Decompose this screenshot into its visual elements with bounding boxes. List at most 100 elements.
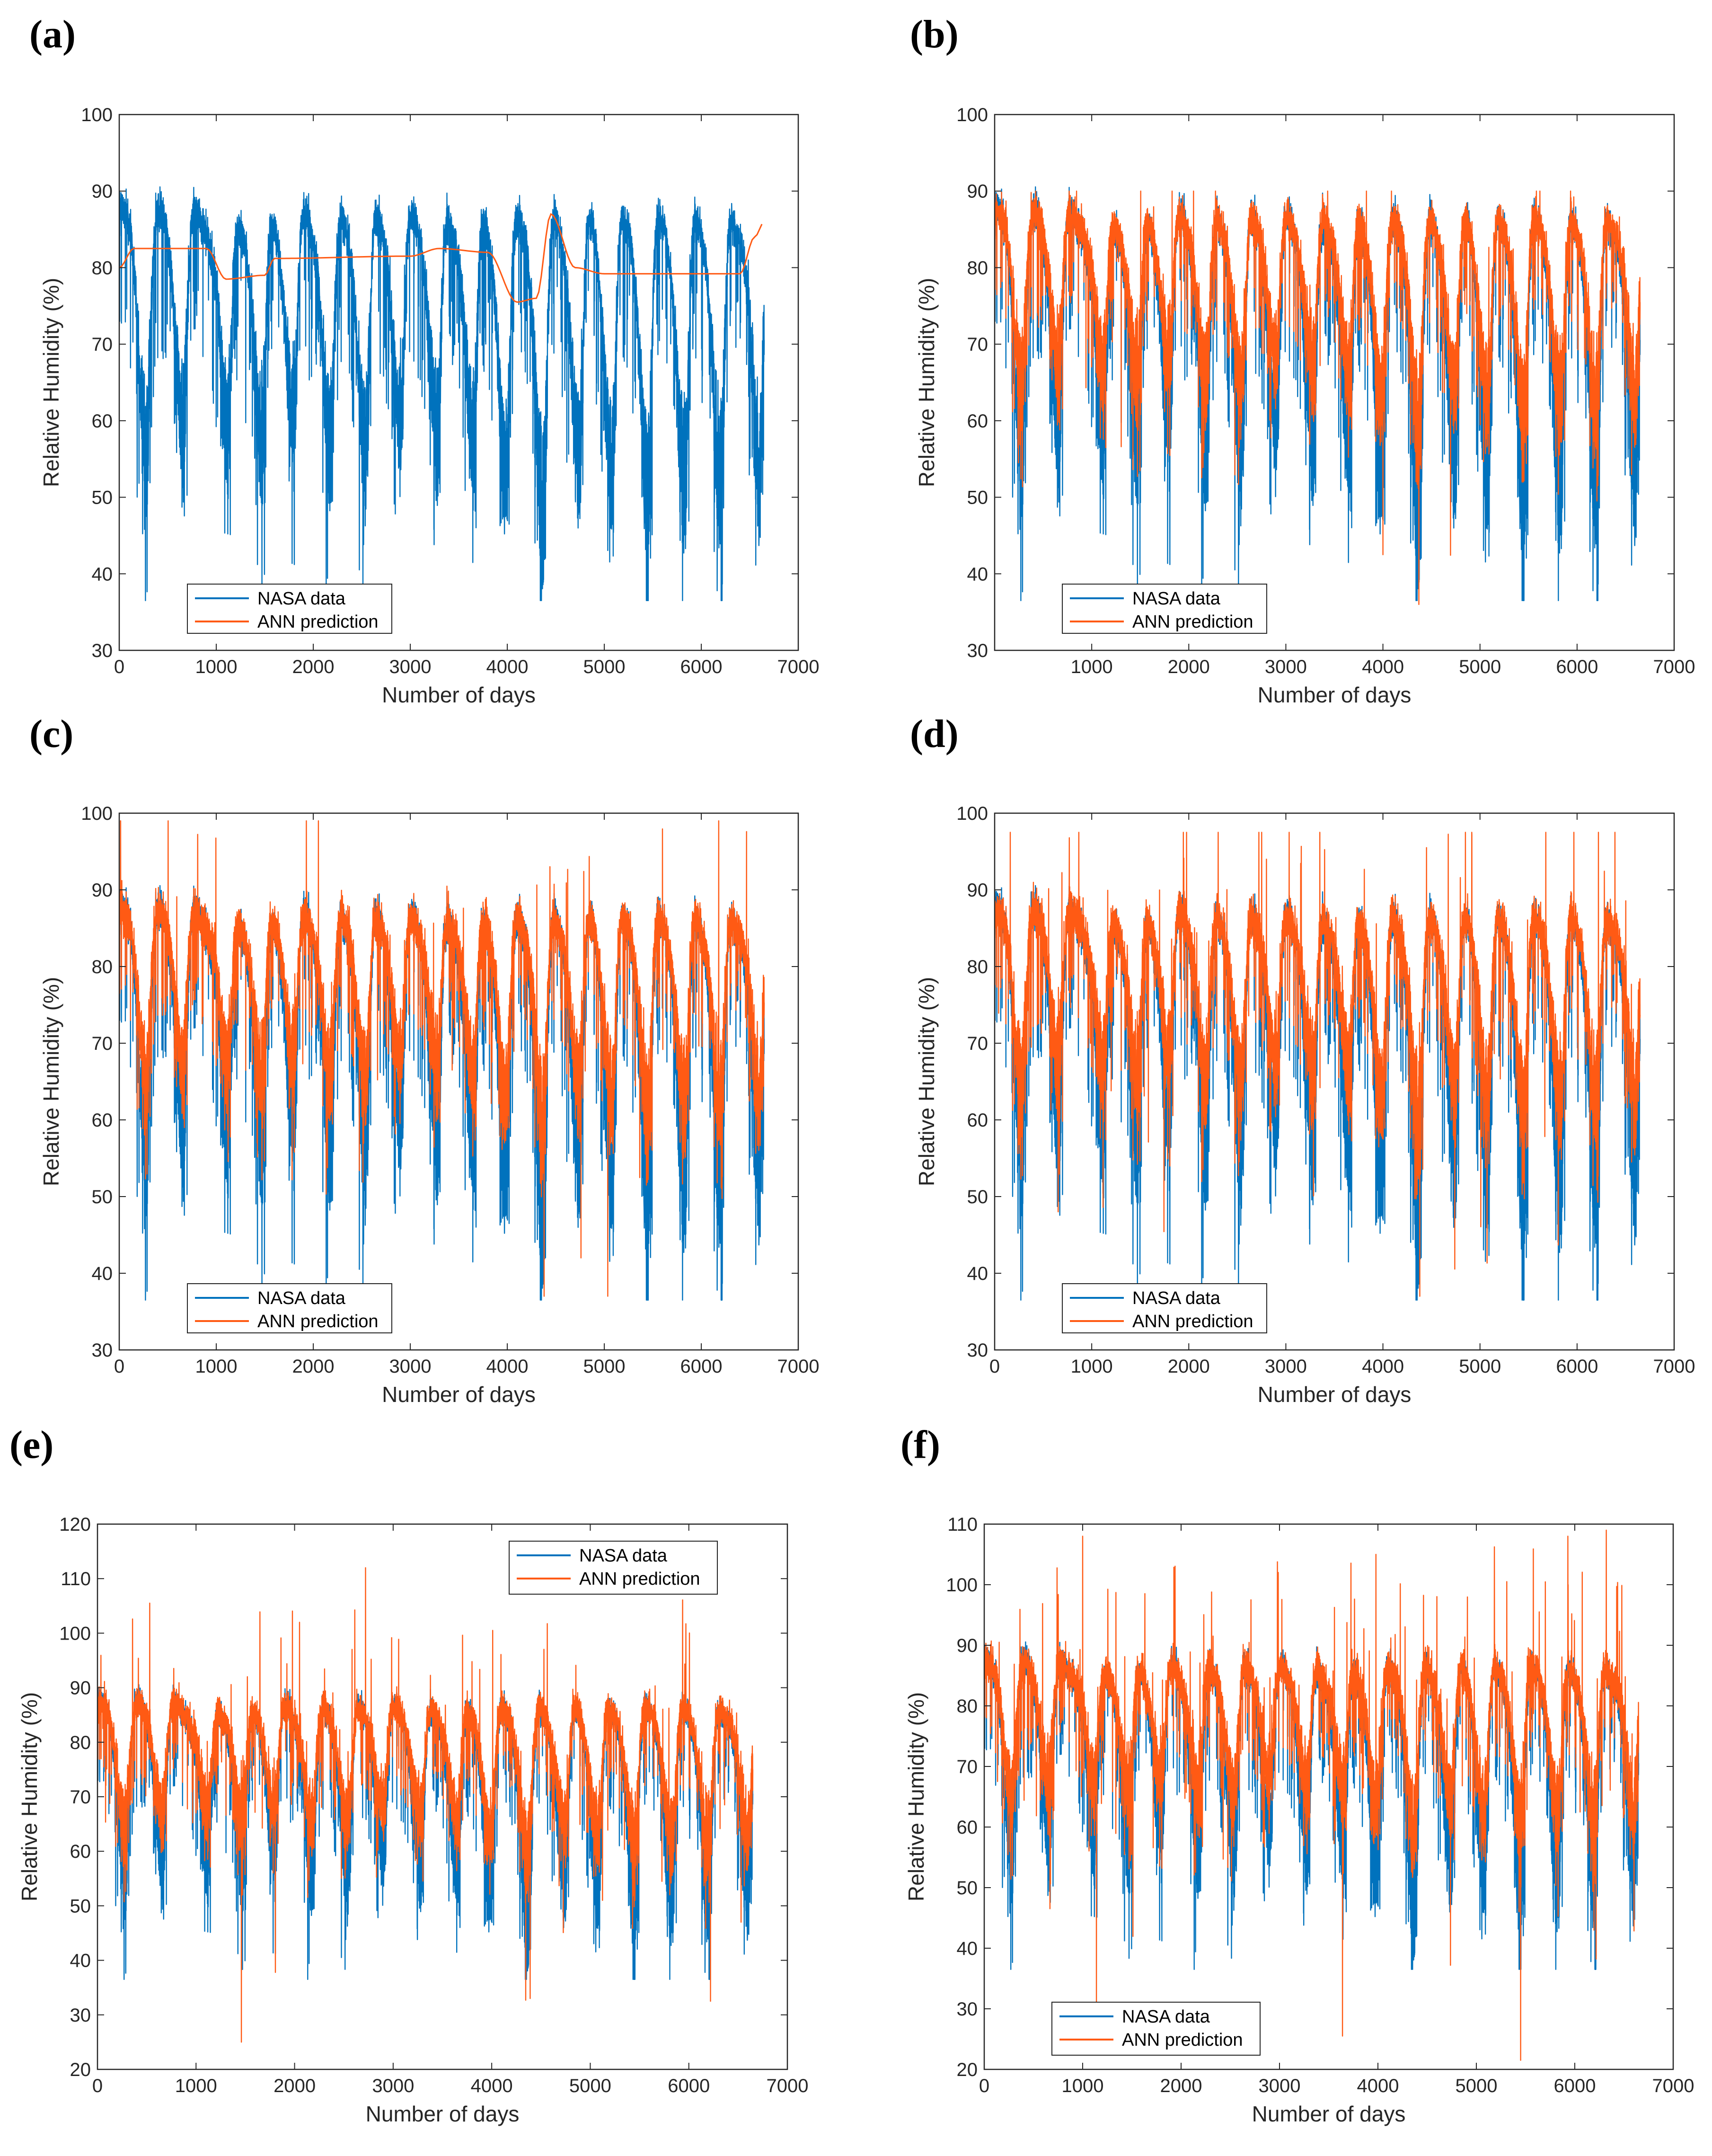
panel-label: (b) <box>910 12 959 56</box>
legend-box <box>1051 2002 1261 2056</box>
plot-area <box>984 1529 1640 2061</box>
legend: NASA data ANN prediction <box>1062 584 1267 634</box>
x-tick-label: 6000 <box>668 2076 710 2096</box>
legend-box <box>1062 1283 1267 1333</box>
chart-panel-6: (f) 0 1000 2000 3000 4000 5000 6000 7000 20 30 40 50… <box>900 1423 1694 2126</box>
legend-label-nasa: NASA data <box>257 1288 346 1308</box>
chart-panel-1: (a) 0 1000 2000 3000 4000 5000 6000 7000 30 40 50 60… <box>29 12 819 707</box>
y-tick-label: 60 <box>967 1110 988 1131</box>
y-tick-label: 50 <box>967 1187 988 1207</box>
series-line-nasa-data <box>119 186 765 602</box>
y-tick-label: 30 <box>92 1340 113 1361</box>
x-tick-label: 3000 <box>389 1356 432 1377</box>
x-tick-label: 7000 <box>767 2076 809 2096</box>
y-tick-label: 40 <box>957 1938 978 1959</box>
panel-label: (f) <box>900 1423 940 1467</box>
y-tick-label: 30 <box>92 640 113 661</box>
legend-label-nasa: NASA data <box>579 1546 668 1566</box>
legend: NASA data ANN prediction <box>187 584 392 634</box>
y-tick-label: 40 <box>92 564 113 585</box>
x-tick-label: 1000 <box>1062 2076 1104 2096</box>
x-tick-label: 7000 <box>777 1356 820 1377</box>
legend: NASA data ANN prediction <box>509 1541 718 1595</box>
y-tick-label: 80 <box>967 257 988 278</box>
x-tick-label: 5000 <box>569 2076 611 2096</box>
x-tick-label: 2000 <box>274 2076 316 2096</box>
y-tick-label: 90 <box>92 880 113 901</box>
chart-panel-2: (b) 1000 2000 3000 4000 5000 6000 7000 30 40 50 60 7… <box>910 12 1695 707</box>
legend-label-ann: ANN prediction <box>579 1569 700 1589</box>
x-tick-label: 2000 <box>1168 1356 1210 1377</box>
plot-area <box>97 1567 754 2043</box>
y-tick-label: 50 <box>92 488 113 508</box>
x-tick-label: 0 <box>989 1356 1000 1377</box>
axes-box <box>118 114 799 651</box>
series-line-ann-prediction <box>97 1567 754 2043</box>
y-axis-label: Relative Humidity (%) <box>17 1692 42 1901</box>
x-tick-label: 5000 <box>583 1356 626 1377</box>
series-line-ann-prediction <box>995 190 1641 605</box>
y-axis-label: Relative Humidity (%) <box>914 977 939 1186</box>
y-tick-label: 100 <box>956 105 988 125</box>
y-tick-label: 30 <box>967 1340 988 1361</box>
x-tick-label: 3000 <box>1265 1356 1307 1377</box>
legend-box <box>187 1283 392 1333</box>
chart-panel-4: (d) 0 1000 2000 3000 4000 5000 6000 7000 30 40 50 60… <box>910 712 1695 1407</box>
x-tick-label: 3000 <box>372 2076 414 2096</box>
x-tick-label: 7000 <box>1652 2076 1694 2096</box>
y-tick-label: 100 <box>81 105 113 125</box>
chart-panel-5: (e) 0 1000 2000 3000 4000 5000 6000 7000 20 30 40 50… <box>9 1423 808 2126</box>
y-tick-label: 80 <box>967 957 988 977</box>
y-axis-label: Relative Humidity (%) <box>904 1692 928 1901</box>
x-tick-label: 3000 <box>1259 2076 1301 2096</box>
y-tick-label: 50 <box>92 1187 113 1207</box>
x-tick-label: 5000 <box>1459 657 1501 677</box>
x-tick-label: 4000 <box>471 2076 513 2096</box>
y-tick-label: 40 <box>967 1263 988 1284</box>
y-tick-label: 70 <box>957 1757 978 1777</box>
x-tick-label: 2000 <box>292 657 335 677</box>
legend-label-ann: ANN prediction <box>1122 2030 1243 2050</box>
legend: NASA data ANN prediction <box>187 1283 392 1333</box>
legend-label-ann: ANN prediction <box>257 612 379 632</box>
series-line-ann-prediction <box>995 832 1641 1297</box>
y-tick-label: 90 <box>92 181 113 202</box>
legend: NASA data ANN prediction <box>1051 2002 1261 2056</box>
y-tick-label: 110 <box>947 1514 978 1535</box>
legend-label-nasa: NASA data <box>257 589 346 609</box>
y-tick-label: 20 <box>957 2059 978 2080</box>
legend-box <box>509 1541 718 1595</box>
x-tick-label: 0 <box>114 1356 124 1377</box>
panel-label: (d) <box>910 712 959 756</box>
y-tick-label: 30 <box>967 640 988 661</box>
x-axis-label: Number of days <box>382 1382 536 1407</box>
y-tick-label: 100 <box>946 1575 978 1596</box>
legend-label-nasa: NASA data <box>1132 1288 1221 1308</box>
y-tick-label: 60 <box>92 411 113 432</box>
y-tick-label: 90 <box>70 1678 91 1699</box>
x-tick-label: 1000 <box>195 1356 238 1377</box>
x-tick-label: 5000 <box>1459 1356 1501 1377</box>
y-tick-label: 90 <box>967 181 988 202</box>
x-tick-label: 6000 <box>1556 657 1598 677</box>
x-tick-label: 3000 <box>1265 657 1307 677</box>
y-tick-label: 70 <box>967 1033 988 1054</box>
x-tick-label: 0 <box>114 657 124 677</box>
axes-box <box>994 812 1675 1351</box>
x-tick-label: 7000 <box>777 657 820 677</box>
series-line-ann-prediction <box>119 213 763 303</box>
x-tick-label: 0 <box>979 2076 989 2096</box>
x-tick-label: 2000 <box>1160 2076 1202 2096</box>
x-tick-label: 6000 <box>680 657 723 677</box>
legend-label-ann: ANN prediction <box>1132 612 1253 632</box>
y-tick-label: 30 <box>957 1999 978 2020</box>
x-tick-label: 5000 <box>1456 2076 1498 2096</box>
y-axis-label: Relative Humidity (%) <box>39 977 63 1186</box>
y-tick-label: 60 <box>957 1817 978 1838</box>
plot-area <box>119 186 765 602</box>
plot-area <box>995 186 1641 605</box>
x-tick-label: 5000 <box>583 657 626 677</box>
y-tick-label: 90 <box>967 880 988 901</box>
x-axis-label: Number of days <box>382 683 536 707</box>
y-tick-label: 120 <box>59 1514 91 1535</box>
